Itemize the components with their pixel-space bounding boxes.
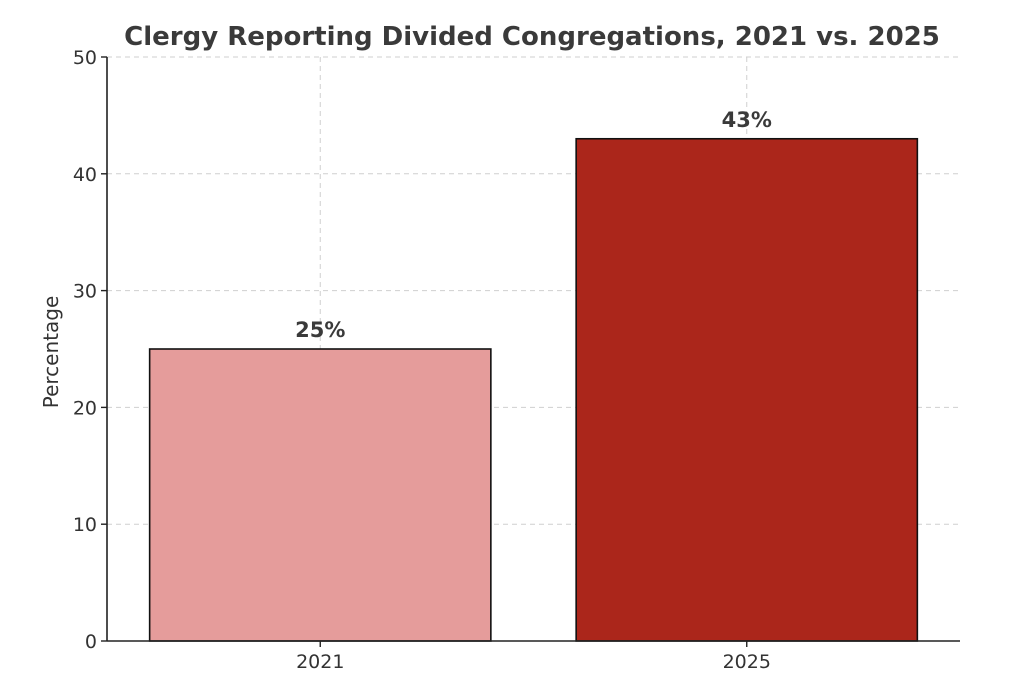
- y-tick-label: 10: [73, 514, 97, 536]
- data-label: 43%: [722, 108, 772, 132]
- data-labels: 25% 43%: [295, 108, 772, 342]
- x-tick-label: 2021: [296, 651, 344, 673]
- bar-2021: [148, 348, 492, 642]
- y-tick-label: 40: [73, 164, 97, 186]
- y-tick-label: 50: [73, 47, 97, 69]
- y-tick-label: 30: [73, 281, 97, 303]
- x-tick-label: 2025: [723, 651, 771, 673]
- chart-title: Clergy Reporting Divided Congregations, …: [124, 22, 940, 52]
- bars: [148, 137, 919, 642]
- y-axis-label: Percentage: [39, 296, 63, 409]
- bar-2025: [575, 137, 919, 642]
- axes: 0 10 20 30 40 50 2021 2025: [73, 47, 960, 673]
- y-tick-label: 0: [85, 631, 97, 653]
- data-label: 25%: [295, 318, 345, 342]
- y-tick-label: 20: [73, 397, 97, 419]
